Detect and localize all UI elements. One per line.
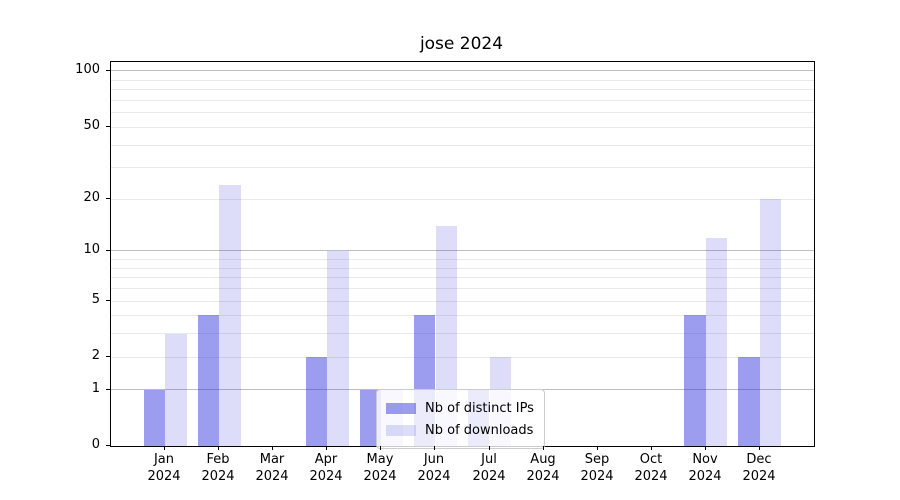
minor-gridline-6	[111, 288, 814, 289]
x-tick-label-feb: Feb 2024	[201, 452, 235, 484]
bar-distinct-ips-nov	[684, 315, 706, 446]
legend-patch-distinct-ips-icon	[386, 402, 416, 414]
y-tick-label-100: 100	[75, 62, 100, 77]
y-tick-mark-10	[106, 250, 110, 251]
minor-gridline-80	[111, 89, 814, 90]
x-tick-label-jun: Jun 2024	[417, 452, 451, 484]
y-tick-label-5: 5	[91, 292, 100, 307]
minor-gridline-2	[111, 357, 814, 358]
legend: Nb of distinct IPs Nb of downloads	[376, 389, 545, 449]
x-tick-mark-aug	[543, 446, 544, 450]
y-tick-label-1: 1	[91, 381, 100, 396]
bar-downloads-feb	[219, 184, 241, 446]
x-tick-mark-jul	[489, 446, 490, 450]
x-tick-mark-nov	[705, 446, 706, 450]
minor-gridline-60	[111, 112, 814, 113]
legend-label-distinct-ips: Nb of distinct IPs	[425, 400, 534, 416]
legend-entry-downloads: Nb of downloads	[386, 419, 534, 441]
minor-gridline-70	[111, 100, 814, 101]
x-tick-mark-dec	[759, 446, 760, 450]
y-tick-label-0: 0	[91, 437, 100, 452]
bar-downloads-apr	[327, 251, 349, 446]
bar-distinct-ips-jan	[143, 389, 166, 446]
x-tick-mark-feb	[218, 446, 219, 450]
plot-area: Nb of distinct IPs Nb of downloads	[110, 61, 815, 449]
legend-patch-downloads-icon	[386, 424, 416, 436]
x-tick-mark-jun	[434, 446, 435, 450]
x-tick-mark-may	[380, 446, 381, 450]
minor-gridline-7	[111, 277, 814, 278]
legend-entry-distinct-ips: Nb of distinct IPs	[386, 397, 534, 419]
bar-distinct-ips-may	[359, 389, 382, 446]
minor-gridline-40	[111, 145, 814, 146]
minor-gridline-5	[111, 301, 814, 302]
x-tick-label-mar: Mar 2024	[255, 452, 289, 484]
major-gridline-10	[111, 250, 814, 251]
y-tick-label-2: 2	[91, 348, 100, 363]
y-tick-label-10: 10	[83, 242, 100, 257]
y-tick-label-50: 50	[83, 118, 100, 133]
bar-downloads-jan	[165, 333, 187, 446]
x-tick-label-sep: Sep 2024	[580, 452, 614, 484]
minor-gridline-4	[111, 315, 814, 316]
y-tick-mark-2	[106, 356, 110, 357]
x-tick-label-apr: Apr 2024	[309, 452, 343, 484]
y-tick-mark-20	[106, 198, 110, 199]
y-tick-mark-100	[106, 70, 110, 71]
x-tick-mark-oct	[651, 446, 652, 450]
x-tick-label-may: May 2024	[363, 452, 397, 484]
minor-gridline-3	[111, 333, 814, 334]
y-tick-mark-50	[106, 126, 110, 127]
x-tick-label-dec: Dec 2024	[742, 452, 776, 484]
bar-distinct-ips-feb	[197, 315, 220, 446]
y-tick-mark-1	[106, 389, 110, 390]
minor-gridline-9	[111, 259, 814, 260]
bar-distinct-ips-dec	[738, 356, 760, 446]
minor-gridline-20	[111, 199, 814, 200]
y-tick-mark-5	[106, 300, 110, 301]
bar-downloads-dec	[759, 198, 782, 446]
x-tick-label-nov: Nov 2024	[688, 452, 722, 484]
y-tick-mark-0	[106, 445, 110, 446]
x-tick-label-jul: Jul 2024	[472, 452, 506, 484]
x-tick-mark-sep	[597, 446, 598, 450]
minor-gridline-30	[111, 167, 814, 168]
chart-title: jose 2024	[419, 34, 504, 54]
bar-distinct-ips-apr	[305, 356, 328, 446]
minor-gridline-90	[111, 80, 814, 81]
y-tick-label-20: 20	[83, 190, 100, 205]
x-tick-mark-mar	[272, 446, 273, 450]
x-tick-label-jan: Jan 2024	[147, 452, 181, 484]
legend-label-downloads: Nb of downloads	[425, 422, 534, 438]
x-tick-label-aug: Aug 2024	[526, 452, 560, 484]
bar-downloads-nov	[705, 237, 728, 446]
x-tick-mark-jan	[164, 446, 165, 450]
minor-gridline-8	[111, 268, 814, 269]
minor-gridline-50	[111, 127, 814, 128]
x-tick-label-oct: Oct 2024	[634, 452, 668, 484]
x-tick-mark-apr	[326, 446, 327, 450]
major-gridline-100	[111, 70, 814, 71]
